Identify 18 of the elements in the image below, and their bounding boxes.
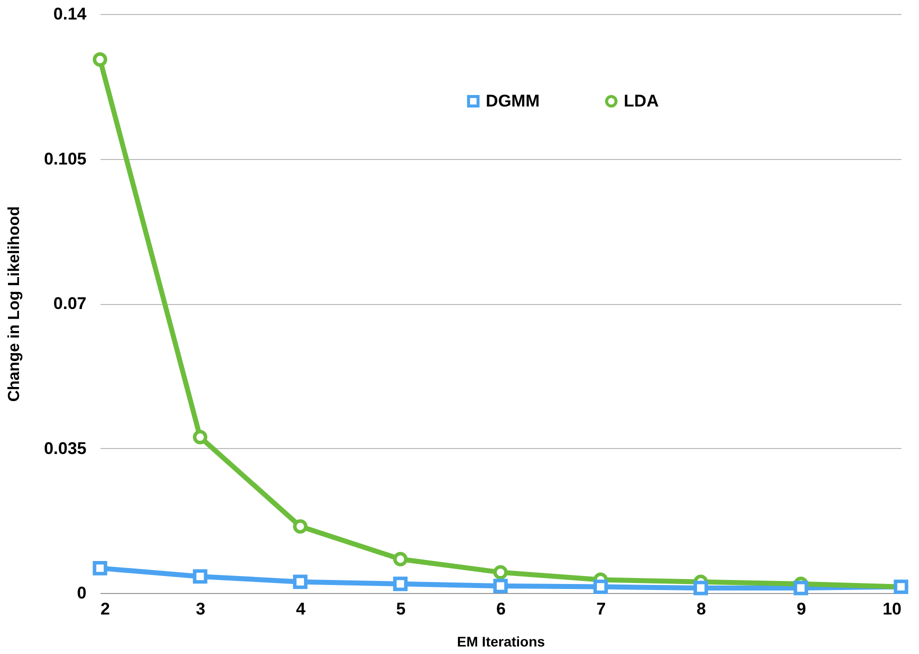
legend-label: LDA [624,91,659,110]
x-tick-label: 10 [882,600,902,618]
x-tick-label: 2 [100,600,110,618]
x-tick-label: 4 [296,600,306,618]
y-axis-title: Change in Log Likelihood [6,206,23,402]
x-tick-label: 6 [496,600,506,618]
y-tick-label: 0 [77,584,86,602]
y-tick-label: 0.14 [53,4,88,24]
x-axis-title: EM Iterations [457,634,546,650]
y-tick-label: 0.105 [44,149,86,168]
y-tick-label: 0.07 [53,294,86,313]
x-tick-label: 5 [396,600,406,618]
x-tick-label: 8 [696,600,706,618]
x-tick-label: 9 [796,600,806,618]
y-tick-label: 0.035 [44,438,86,458]
x-tick-label: 3 [196,600,206,618]
x-tick-label: 7 [596,600,606,618]
legend-label: DGMM [486,91,540,110]
